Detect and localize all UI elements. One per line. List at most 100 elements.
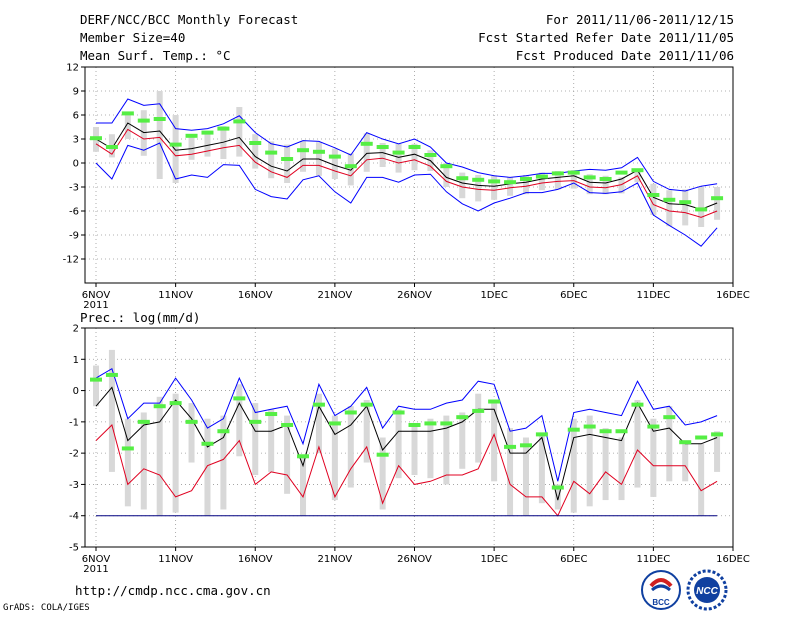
temp-spread-bar (300, 141, 307, 172)
precip-climatology-mark (663, 415, 676, 420)
precip-spread-bar (363, 399, 370, 463)
precip-spread-bar (602, 428, 609, 501)
temp-xtick-label: 16DEC (716, 290, 750, 301)
bcc-logo-text: BCC (652, 598, 670, 607)
precip-climatology-mark (535, 432, 548, 437)
precip-climatology-mark (519, 443, 532, 448)
temp-climatology-mark (472, 177, 485, 182)
precip-ytick-label: 0 (73, 386, 79, 397)
member-size-label: Member Size=40 (80, 30, 186, 45)
precip-ytick-label: 1 (73, 355, 79, 366)
temp-plot-frame (84, 66, 734, 284)
temp-climatology-mark (169, 142, 182, 147)
temp-climatology-mark (440, 164, 453, 169)
temp-climatology-mark (583, 175, 596, 180)
temp-climatology-mark (344, 164, 357, 169)
temp-spread-bar (124, 113, 131, 139)
temp-spread-bar (188, 135, 195, 160)
precip-spread-bar (284, 415, 291, 494)
precip-climatology-mark (599, 429, 612, 434)
temp-spread-bar (507, 177, 514, 196)
temp-climatology-mark (185, 133, 198, 138)
precip-ytick-label: -4 (69, 511, 79, 522)
precip-climatology-mark (711, 432, 724, 437)
temp-climatology-mark (217, 126, 230, 131)
forecast-period-label: For 2011/11/06-2011/12/15 (545, 12, 734, 27)
precip-spread-bar (522, 437, 529, 516)
precip-climatology-mark (551, 485, 564, 490)
precip-spread-bar (140, 412, 147, 510)
temp-spread-bar (284, 144, 291, 183)
temp-series-ensemble-min (95, 142, 718, 247)
precip-climatology-mark (647, 424, 660, 429)
precip-ytick-label: -1 (69, 417, 79, 428)
precip-series-lower-band (95, 424, 718, 517)
precip-climatology-mark (312, 402, 325, 407)
precip-climatology-mark (631, 402, 644, 407)
temp-climatology-mark (647, 193, 660, 197)
precip-spread-bar (331, 415, 338, 501)
precip-climatology-mark (328, 421, 341, 426)
temp-ytick-label: 9 (73, 87, 79, 98)
temp-climatology-mark (679, 200, 692, 205)
precip-climatology-mark (695, 435, 708, 440)
chart-title: DERF/NCC/BCC Monthly Forecast (80, 12, 299, 27)
temp-climatology-mark (121, 111, 134, 116)
temp-climatology-mark (392, 150, 405, 155)
precip-spread-bar (618, 437, 625, 501)
ncc-logo: NCC (686, 569, 728, 611)
temp-ytick-label: -6 (69, 207, 79, 218)
precip-spread-bar (554, 484, 561, 510)
source-url[interactable]: http://cmdp.ncc.cma.gov.cn (75, 583, 271, 598)
precip-spread-bar (475, 393, 482, 463)
temp-ytick-label: 6 (73, 111, 79, 122)
temp-climatology-mark (424, 153, 437, 157)
temp-climatology-mark (281, 157, 294, 161)
precip-climatology-mark (679, 440, 692, 445)
precip-spread-bar (252, 403, 259, 476)
precip-spread-bar (188, 403, 195, 463)
precip-climatology-mark (567, 427, 580, 432)
precip-spread-bar (634, 399, 641, 488)
precip-climatology-mark (217, 429, 230, 434)
precip-spread-bar (124, 418, 131, 507)
temp-spread-bar (268, 141, 275, 179)
precip-spread-bar (347, 406, 354, 488)
precip-spread-bar (172, 393, 179, 513)
precip-climatology-mark (408, 422, 421, 427)
temp-climatology-mark (249, 141, 262, 145)
temp-climatology-mark (137, 118, 150, 123)
temp-year-label: 2011 (83, 300, 108, 311)
temp-climatology-mark (663, 197, 676, 202)
temp-climatology-mark (376, 145, 389, 149)
variable-label: Mean Surf. Temp.: °C (80, 48, 231, 63)
temp-xtick-label: 11NOV (158, 290, 193, 301)
temp-spread-bar (172, 115, 179, 183)
precip-climatology-mark (424, 421, 437, 426)
temp-climatology-mark (711, 196, 724, 201)
produced-date-label: Fcst Produced Date 2011/11/06 (515, 48, 734, 63)
precip-climatology-mark (456, 415, 469, 420)
temp-spread-bar (650, 183, 657, 215)
precip-spread-bar (93, 365, 99, 407)
temp-ytick-label: -12 (63, 255, 79, 266)
bcc-logo: BCC (641, 570, 681, 610)
precip-climatology-mark (265, 412, 278, 417)
precip-xtick-label: 11DEC (637, 554, 671, 565)
precip-climatology-mark (615, 429, 628, 434)
temp-climatology-mark (90, 136, 102, 141)
precip-climatology-mark (137, 419, 150, 424)
temp-spread-bar (475, 175, 482, 202)
precip-spread-bar (586, 415, 593, 507)
temp-climatology-mark (488, 179, 501, 184)
temp-climatology-mark (615, 170, 628, 175)
precip-spread-bar (427, 418, 434, 479)
precip-climatology-mark (121, 446, 134, 451)
precip-xtick-label: 26NOV (397, 554, 432, 565)
precip-year-label: 2011 (83, 564, 108, 575)
temp-climatology-mark (328, 154, 341, 159)
temp-spread-bar (204, 131, 211, 157)
precip-series-ensemble-max (95, 367, 718, 482)
temp-climatology-mark (265, 150, 278, 155)
